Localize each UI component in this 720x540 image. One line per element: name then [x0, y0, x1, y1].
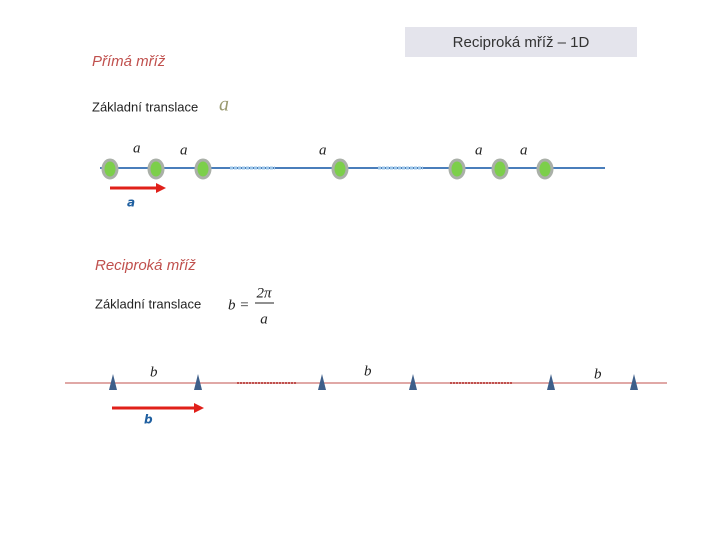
arrow-head — [194, 403, 204, 413]
spacing-label: a — [319, 142, 327, 158]
translation-symbol: a — [219, 94, 229, 116]
formula-denominator: a — [260, 311, 268, 327]
spacing-label: b — [364, 363, 372, 379]
direct-heading: Přímá mříž — [92, 53, 166, 70]
vector-label: b — [144, 413, 153, 427]
spacing-label: b — [150, 364, 158, 380]
title-box — [405, 27, 637, 57]
arrow-head — [156, 183, 166, 193]
atoms — [101, 158, 554, 180]
spacing-label: b — [594, 366, 602, 382]
spacing-label: a — [520, 142, 528, 158]
direct-translation-label: Základní translace — [92, 99, 198, 114]
reciprocal-translation-label: Základní translace — [95, 296, 201, 311]
reciprocal-points — [109, 374, 638, 390]
vector-label: a — [127, 196, 135, 210]
title: Reciproká mříž – 1D — [453, 34, 590, 51]
reciprocal-heading: Reciproká mříž — [95, 257, 196, 274]
spacing-label: a — [180, 142, 188, 158]
spacing-label: a — [133, 140, 141, 156]
spacing-label: a — [475, 142, 483, 158]
formula-numerator: 2π — [256, 285, 272, 301]
formula-lhs: b = — [228, 297, 249, 313]
